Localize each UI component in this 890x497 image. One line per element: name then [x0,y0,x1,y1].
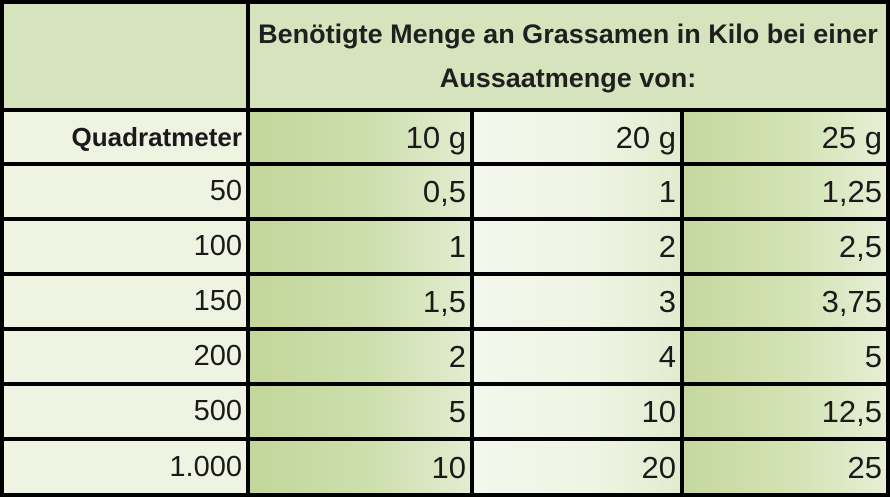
table-row: 500 5 10 12,5 [0,386,890,441]
value-cell: 20 [474,441,684,497]
table-row: 1.000 10 20 25 [0,441,890,497]
column-header-20g: 20 g [474,112,684,166]
value-cell: 1 [250,221,474,276]
column-header-25g: 25 g [684,112,890,166]
value-cell: 2 [474,221,684,276]
value-cell: 5 [250,386,474,441]
value-cell: 3 [474,276,684,331]
area-cell: 50 [0,166,250,221]
area-cell: 1.000 [0,441,250,497]
value-cell: 12,5 [684,386,890,441]
table-row: 50 0,5 1 1,25 [0,166,890,221]
value-cell: 4 [474,331,684,386]
value-cell: 0,5 [250,166,474,221]
area-cell: 150 [0,276,250,331]
table-row: 200 2 4 5 [0,331,890,386]
column-header-area: Quadratmeter [0,112,250,166]
value-cell: 2,5 [684,221,890,276]
value-cell: 1 [474,166,684,221]
area-cell: 200 [0,331,250,386]
value-cell: 2 [250,331,474,386]
table-title: Benötigte Menge an Grassamen in Kilo bei… [250,0,890,112]
table-row: 100 1 2 2,5 [0,221,890,276]
value-cell: 1,25 [684,166,890,221]
value-cell: 10 [250,441,474,497]
table-row: 150 1,5 3 3,75 [0,276,890,331]
title-row: Benötigte Menge an Grassamen in Kilo bei… [0,0,890,112]
value-cell: 10 [474,386,684,441]
value-cell: 25 [684,441,890,497]
value-cell: 3,75 [684,276,890,331]
column-header-10g: 10 g [250,112,474,166]
area-cell: 500 [0,386,250,441]
column-header-row: Quadratmeter 10 g 20 g 25 g [0,112,890,166]
value-cell: 1,5 [250,276,474,331]
area-cell: 100 [0,221,250,276]
header-blank-cell [0,0,250,112]
value-cell: 5 [684,331,890,386]
